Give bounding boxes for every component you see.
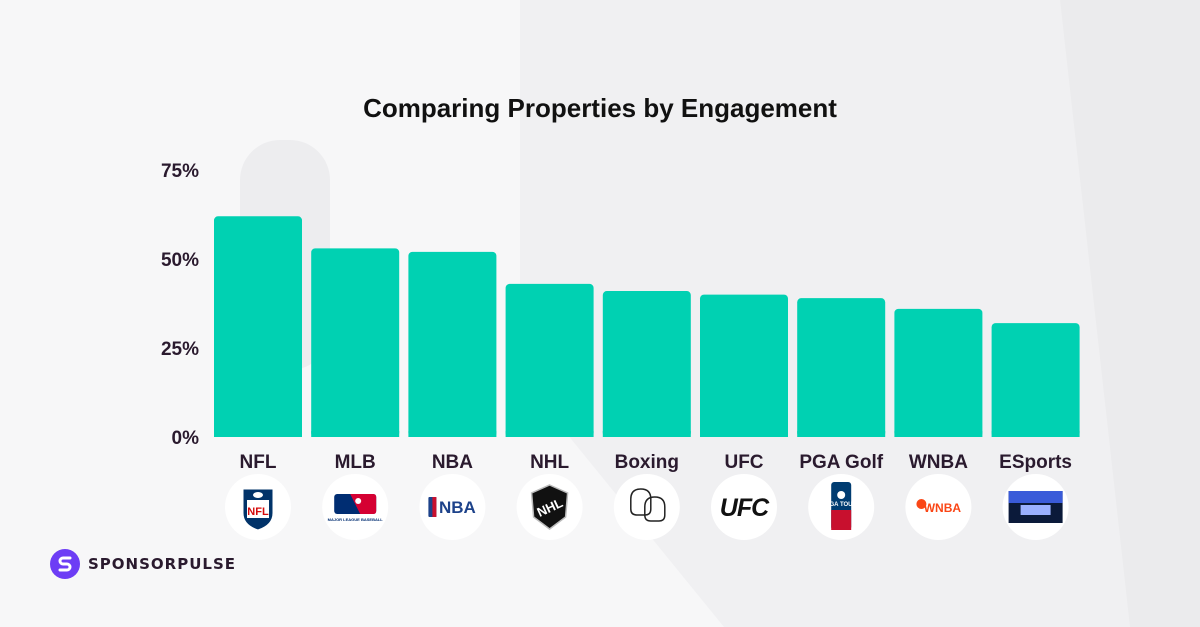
- bar-nba: [408, 251, 497, 437]
- x-tick-label: WNBA: [909, 452, 968, 473]
- y-tick-label: 75%: [161, 161, 199, 182]
- bar-wnba: [894, 308, 983, 437]
- x-tick-label: ESports: [999, 452, 1072, 473]
- y-tick-label: 0%: [172, 428, 200, 449]
- nhl-logo-icon: NHL: [516, 474, 583, 540]
- bar-pga-golf: [797, 298, 886, 437]
- brand: SPONSORPULSE: [50, 549, 236, 579]
- logo-circle: [613, 474, 680, 540]
- brand-name: SPONSORPULSE: [88, 555, 236, 573]
- logo-text: NFL: [247, 506, 269, 518]
- bar-ufc: [700, 294, 788, 437]
- glove-right: [644, 496, 666, 522]
- logo-circle: [419, 474, 486, 540]
- bar-esports: [991, 323, 1080, 437]
- bar-base: [894, 431, 983, 437]
- x-tick-label: NFL: [240, 452, 277, 473]
- logo-circle: [905, 474, 972, 540]
- esports-lights: [1008, 491, 1063, 503]
- logo-text: PGA TOUR: [826, 502, 858, 508]
- bar-base: [408, 431, 497, 437]
- x-tick-label: NHL: [530, 452, 569, 473]
- bars: [214, 216, 1080, 437]
- boxing-gloves-icon: [613, 474, 680, 540]
- x-tick-label: Boxing: [615, 452, 679, 473]
- bar-base: [797, 431, 886, 437]
- wnba-logo-icon: WNBA: [905, 474, 972, 540]
- y-tick-label: 50%: [161, 250, 199, 271]
- logo-text: UFC: [720, 494, 770, 522]
- bar-base: [505, 431, 594, 437]
- property-logos: NFL MAJOR LEAGUE BASEBALL NBA NHL UFC PGA TOU…: [225, 474, 1069, 540]
- ufc-logo-icon: UFC: [711, 474, 777, 540]
- y-tick-label: 25%: [161, 339, 199, 360]
- bar-base: [214, 431, 302, 437]
- y-axis: 0% 25% 50% 75%: [161, 161, 199, 449]
- bar-nfl: [214, 216, 302, 437]
- mlb-ball: [355, 498, 362, 504]
- x-tick-label: UFC: [724, 452, 763, 473]
- bar-base: [991, 431, 1080, 437]
- sponsorpulse-logo-icon: [50, 549, 80, 579]
- logo-text: NBA: [439, 498, 476, 517]
- nfl-field: [247, 500, 269, 518]
- bar-mlb: [311, 248, 400, 437]
- esports-stage: [1020, 505, 1051, 515]
- chart-title: Comparing Properties by Engagement: [363, 93, 837, 123]
- logo-text: MAJOR LEAGUE BASEBALL: [328, 517, 384, 522]
- pga-golfer: [837, 491, 846, 499]
- mlb-logo-icon: MAJOR LEAGUE BASEBALL: [322, 474, 389, 540]
- bar-nhl: [505, 283, 594, 437]
- pga-tour-logo-icon: PGA TOUR: [808, 474, 875, 540]
- nba-logo-icon: NBA: [419, 474, 486, 540]
- bar-boxing: [602, 291, 691, 437]
- bar-base: [311, 431, 400, 437]
- x-tick-label: PGA Golf: [799, 452, 883, 473]
- x-axis-labels: NFL MLB NBA NHL Boxing UFC PGA Golf WNBA ESports: [240, 452, 1072, 473]
- x-tick-label: MLB: [335, 452, 376, 473]
- logo-text: WNBA: [924, 501, 962, 515]
- glove-left: [630, 488, 652, 516]
- x-tick-label: NBA: [432, 452, 473, 473]
- pga-badge-red: [831, 510, 852, 530]
- nhl-shield: [530, 484, 569, 530]
- logo-circle: [711, 474, 777, 540]
- nfl-logo-icon: NFL: [225, 474, 291, 540]
- esports-arena-icon: [1002, 474, 1069, 540]
- bar-base: [602, 431, 691, 437]
- wnba-ball: [916, 499, 927, 509]
- nba-badge-red: [432, 497, 437, 517]
- nfl-football: [253, 492, 263, 498]
- bar-base: [700, 431, 788, 437]
